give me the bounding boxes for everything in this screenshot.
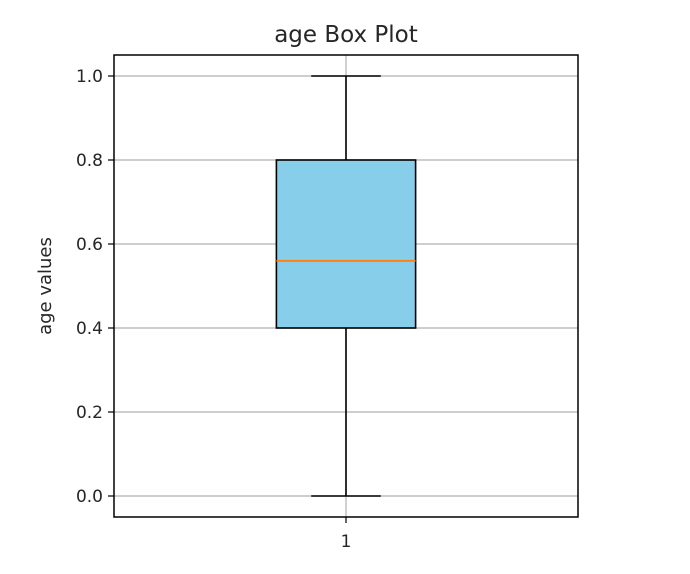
- y-tick-label: 0.6: [76, 235, 103, 255]
- chart-title: age Box Plot: [274, 22, 418, 48]
- y-tick-label: 0.2: [76, 403, 103, 423]
- y-tick-label: 1.0: [76, 67, 103, 87]
- y-tick-label: 0.4: [76, 319, 103, 339]
- tick-labels: 0.0 0.2 0.4 0.6 0.8 1.0 1: [76, 67, 351, 552]
- x-tick-label: 1: [341, 532, 352, 552]
- y-tick-label: 0.0: [76, 487, 103, 507]
- box-iqr: [275, 159, 417, 329]
- y-tick-label: 0.8: [76, 151, 103, 171]
- y-axis-label: age values: [35, 237, 56, 335]
- box-plot-marks: [275, 75, 417, 497]
- axes: [108, 54, 579, 523]
